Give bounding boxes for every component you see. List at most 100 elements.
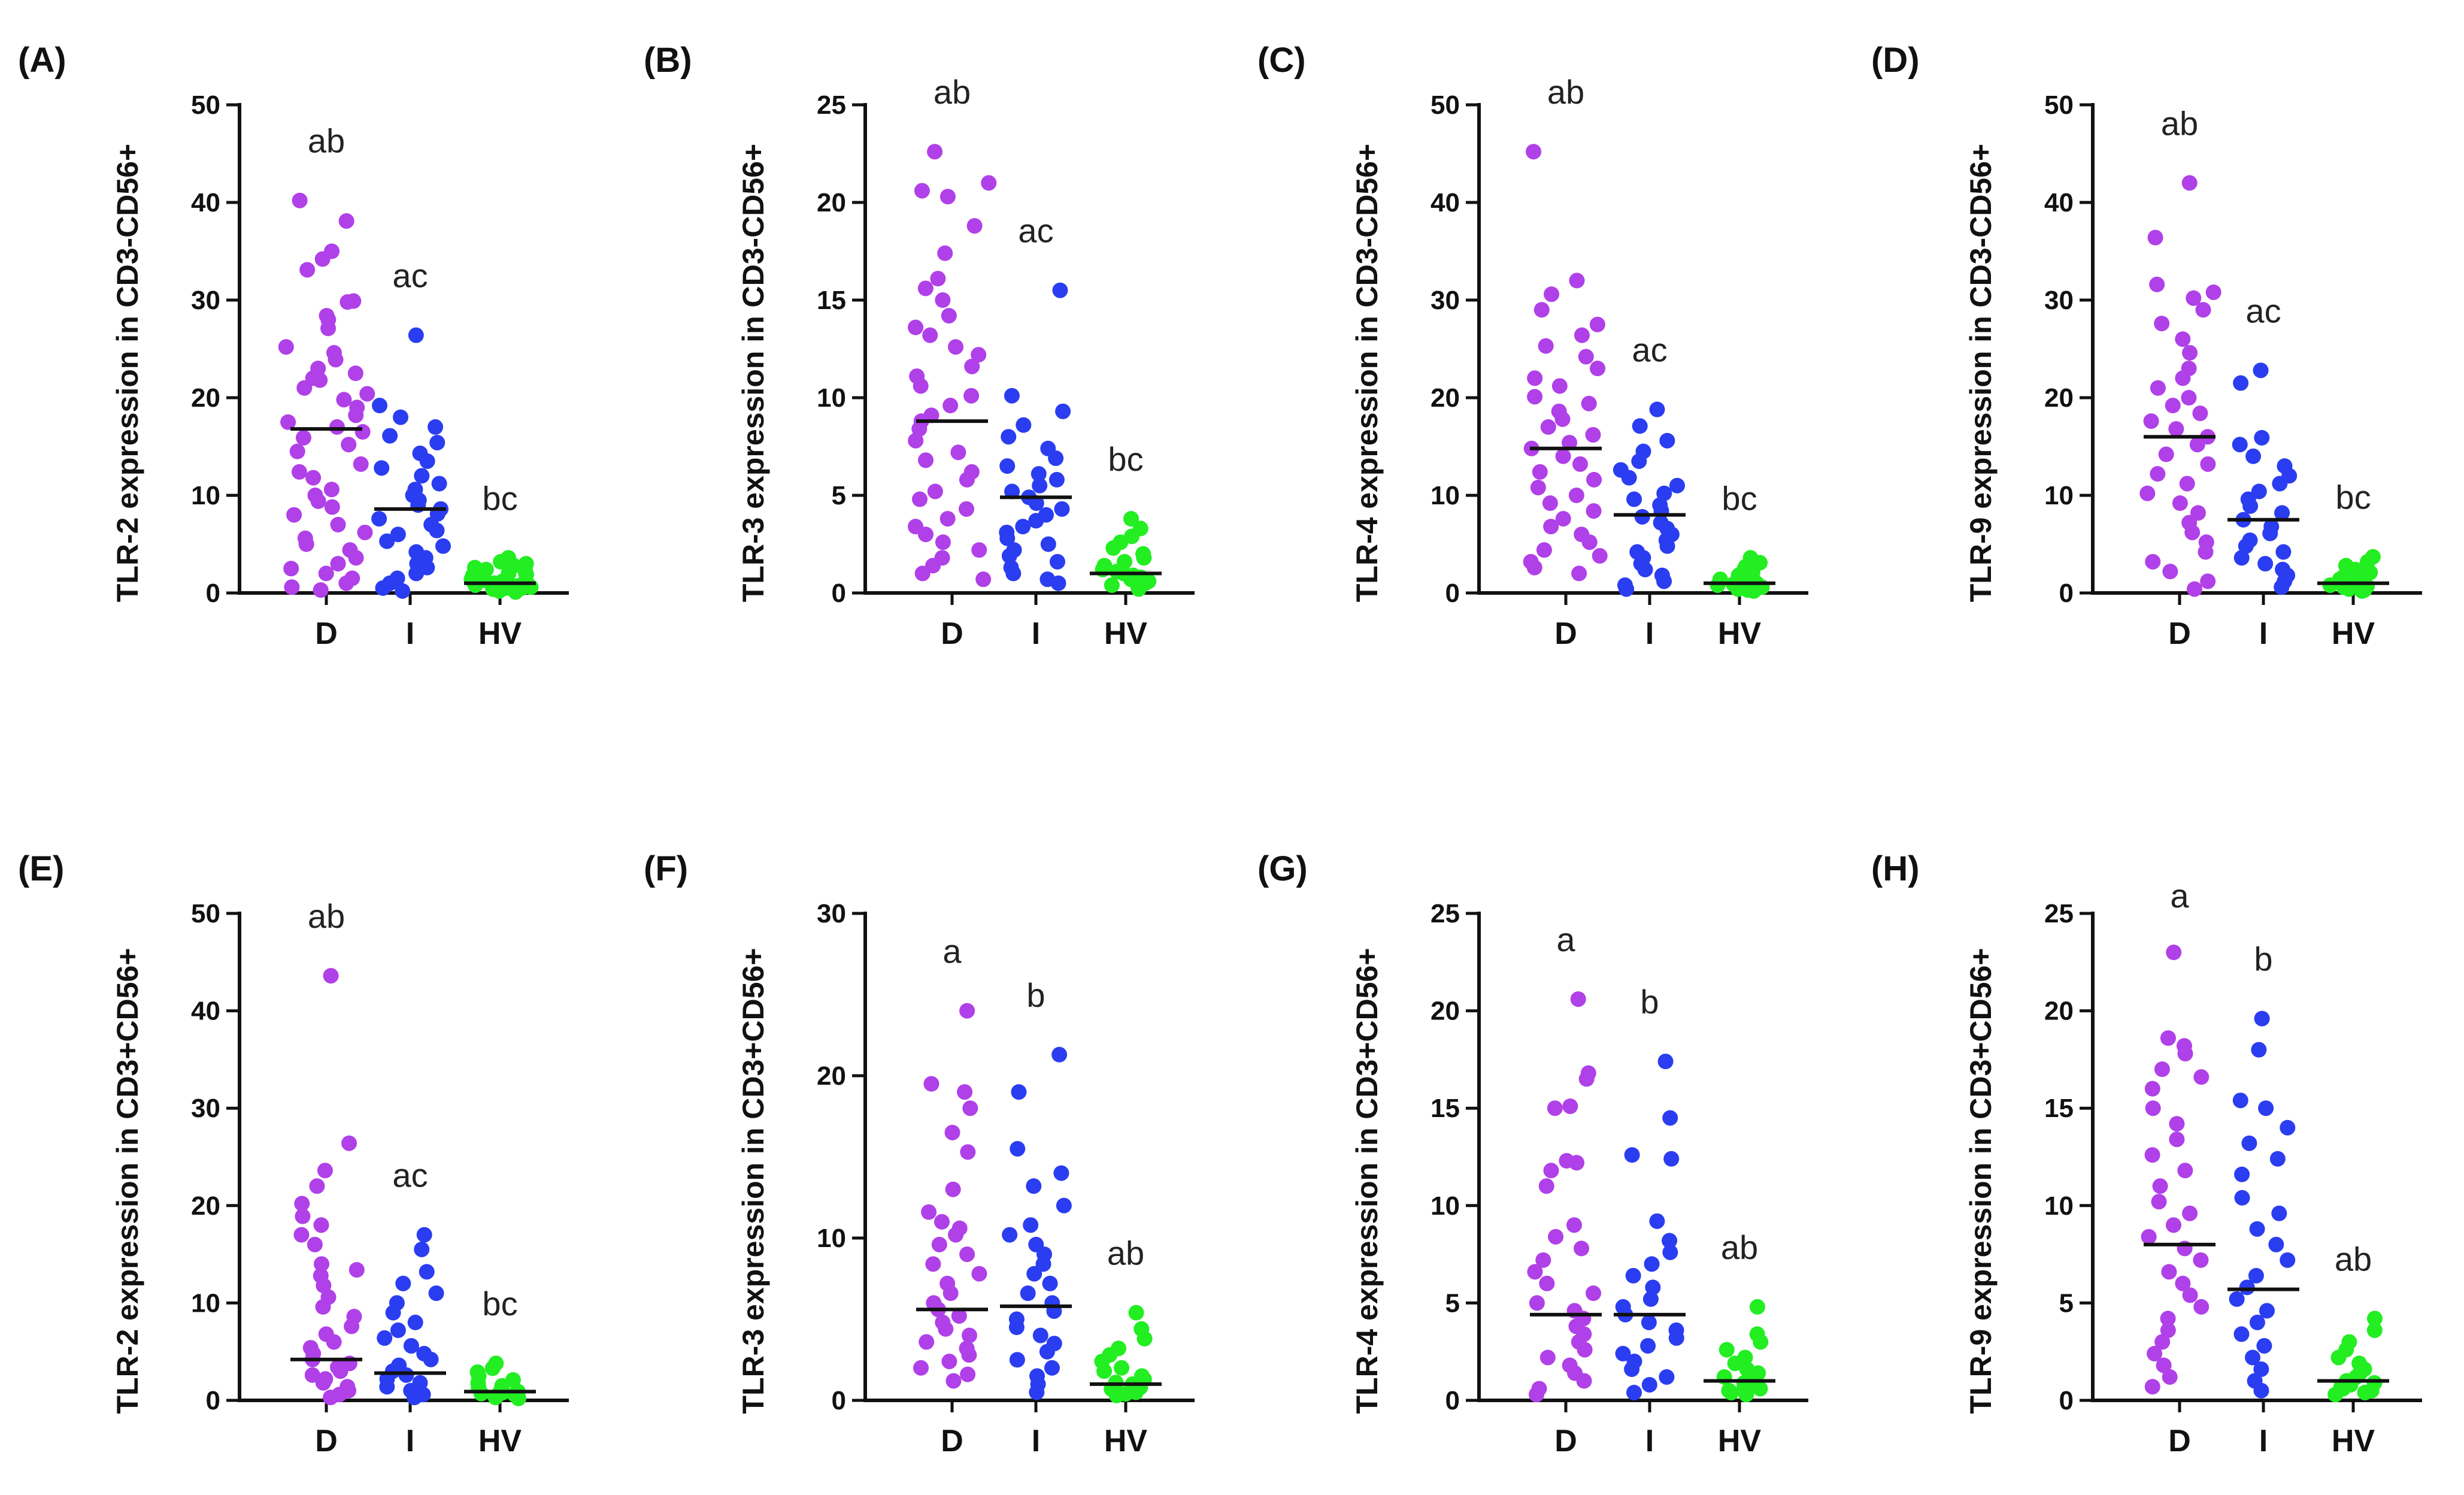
x-category-label: HV xyxy=(2332,1424,2375,1458)
data-point xyxy=(935,292,951,308)
data-point xyxy=(1528,1387,1544,1403)
chart-panel-a: (A) TLR-2 expression in CD3-CD56+ 0 10 20 30 4… xyxy=(18,41,569,651)
data-point xyxy=(1592,548,1608,564)
data-point xyxy=(414,1241,430,1257)
data-point xyxy=(328,352,344,368)
data-point xyxy=(1538,1178,1554,1194)
data-point xyxy=(957,1084,973,1100)
x-category-label: D xyxy=(2168,616,2191,651)
panel-label: (A) xyxy=(18,41,66,80)
data-point xyxy=(2177,1046,2193,1062)
data-point xyxy=(473,1385,489,1402)
data-point xyxy=(428,1285,444,1302)
data-point xyxy=(2156,1357,2172,1373)
data-point xyxy=(1568,488,1584,503)
significance-label: b xyxy=(1026,976,1045,1014)
y-axis-label: TLR-3 expression in CD3-CD56+ xyxy=(737,144,770,602)
chart-panel-g: (G) TLR-4 expression in CD3+CD56+ 0 5 10 15 20… xyxy=(1257,849,1808,1458)
data-point xyxy=(324,499,340,515)
data-point xyxy=(280,414,296,430)
panel-label: (B) xyxy=(644,41,692,80)
data-point xyxy=(1656,573,1672,589)
data-point xyxy=(1570,991,1586,1007)
data-point xyxy=(2233,550,2250,566)
data-point xyxy=(1529,1295,1545,1311)
significance-label: ab xyxy=(2161,104,2198,142)
data-point xyxy=(1055,403,1071,419)
data-point xyxy=(914,183,930,199)
y-tick-label: 40 xyxy=(191,997,220,1026)
data-point xyxy=(1745,583,1762,599)
data-point xyxy=(2205,284,2221,300)
y-tick-label: 0 xyxy=(206,579,220,608)
data-point xyxy=(1016,417,1032,433)
y-tick-label: 40 xyxy=(191,188,220,217)
data-point xyxy=(2239,1279,2255,1296)
data-point xyxy=(1004,483,1020,500)
significance-label: a xyxy=(942,933,962,970)
data-point xyxy=(2193,1299,2210,1315)
data-point xyxy=(1738,1387,1754,1403)
data-point xyxy=(1669,477,1685,494)
data-point xyxy=(336,392,352,408)
significance-label: ab xyxy=(1721,1228,1758,1266)
data-point xyxy=(314,1256,330,1272)
data-point xyxy=(2184,524,2201,540)
y-tick-label: 10 xyxy=(817,383,846,413)
data-point xyxy=(999,530,1016,546)
data-point xyxy=(2245,1349,2261,1366)
data-point xyxy=(2200,456,2216,472)
data-point xyxy=(919,1334,935,1350)
y-tick-label: 30 xyxy=(191,1094,220,1123)
data-point xyxy=(292,192,308,208)
y-axis-label: TLR-9 expression in CD3+CD56+ xyxy=(1964,948,1998,1414)
data-point xyxy=(1662,1244,1678,1260)
data-point xyxy=(914,565,931,582)
data-point xyxy=(1631,453,1647,469)
data-point xyxy=(1619,581,1635,597)
data-point xyxy=(2251,483,2267,500)
data-point xyxy=(329,419,345,435)
data-point xyxy=(284,579,300,595)
x-category-label: I xyxy=(2259,1424,2268,1458)
data-point xyxy=(372,398,388,414)
y-tick-label: 10 xyxy=(817,1224,846,1253)
y-axis-label: TLR-3 expression in CD3+CD56+ xyxy=(737,948,770,1414)
data-point xyxy=(930,271,946,287)
y-tick-label: 10 xyxy=(1430,481,1460,510)
data-point xyxy=(1589,361,1605,377)
significance-label: a xyxy=(2170,877,2189,915)
data-point xyxy=(2327,1387,2344,1403)
data-point xyxy=(975,571,992,588)
data-point xyxy=(1108,1387,1125,1403)
data-point xyxy=(1001,548,1017,564)
data-point xyxy=(1649,1213,1665,1229)
y-tick-label: 40 xyxy=(1430,188,1460,217)
data-point xyxy=(298,536,314,552)
x-category-label: HV xyxy=(478,1424,522,1458)
data-point xyxy=(403,1337,419,1354)
data-point xyxy=(964,358,980,374)
data-point xyxy=(315,1375,331,1391)
data-point xyxy=(1048,450,1064,467)
data-point xyxy=(1641,1314,1657,1330)
significance-label: ac xyxy=(392,1157,428,1194)
significance-label: ac xyxy=(1632,331,1667,369)
chart-panel-b: (B) TLR-3 expression in CD3-CD56+ 0 5 10 15 20… xyxy=(644,41,1195,651)
data-point xyxy=(918,452,934,468)
data-point xyxy=(416,1227,432,1243)
data-point xyxy=(1752,1381,1768,1397)
data-point xyxy=(2181,390,2197,405)
data-point xyxy=(1011,1084,1027,1100)
data-point xyxy=(286,507,302,523)
data-point xyxy=(317,1163,333,1179)
y-tick-label: 15 xyxy=(817,286,846,315)
data-point xyxy=(318,565,334,582)
data-point xyxy=(1659,538,1675,554)
significance-label: bc xyxy=(1108,440,1143,478)
data-point xyxy=(1049,553,1065,570)
data-point xyxy=(419,1264,435,1280)
data-point xyxy=(2182,345,2198,361)
data-point xyxy=(330,516,346,532)
data-point xyxy=(911,421,928,437)
